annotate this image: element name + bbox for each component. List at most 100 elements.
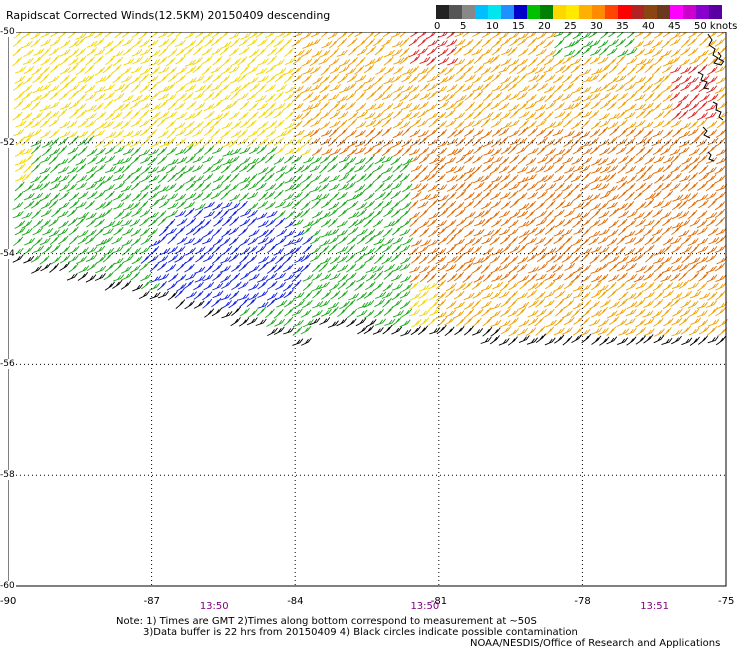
wind-barb (661, 307, 671, 318)
wind-barb (230, 130, 242, 138)
wind-barb (185, 273, 197, 281)
wind-barb (409, 111, 420, 120)
wind-barb (140, 48, 151, 56)
wind-barb (688, 163, 699, 173)
wind-barb (274, 272, 286, 281)
wind-barb (356, 274, 367, 283)
wind-barb (120, 280, 132, 290)
wind-barb (284, 122, 296, 130)
wind-barb (462, 83, 474, 92)
wind-barb (140, 136, 151, 146)
wind-barb (687, 182, 698, 192)
wind-barb (68, 63, 79, 74)
wind-barb (417, 298, 428, 308)
wind-barb (139, 127, 151, 137)
wind-barb (581, 333, 592, 344)
wind-barb (275, 200, 287, 209)
wind-barb (535, 38, 547, 48)
wind-barb (85, 212, 97, 220)
wind-barb (158, 273, 170, 281)
wind-barb (670, 32, 682, 40)
wind-barb (570, 58, 582, 66)
wind-barb (599, 165, 611, 174)
wind-barb (211, 307, 223, 317)
wind-barb (409, 227, 420, 238)
wind-barb (157, 56, 168, 66)
wind-barb (348, 219, 359, 229)
wind-barb (156, 146, 168, 156)
wind-barb (426, 103, 438, 112)
wind-barb (491, 38, 502, 48)
wind-barb (219, 265, 231, 273)
wind-barb (616, 119, 628, 128)
wind-barb (653, 120, 665, 129)
wind-barb (670, 83, 681, 92)
wind-barb (49, 63, 60, 73)
wind-barb (372, 129, 383, 139)
wind-barb (517, 32, 529, 40)
wind-barb (339, 146, 350, 155)
wind-barb (58, 235, 69, 245)
wind-barb (615, 246, 626, 256)
wind-barb (662, 237, 674, 246)
wind-barb (635, 182, 646, 192)
wind-barb (327, 302, 339, 310)
wind-barb (518, 220, 530, 228)
wind-barb (32, 74, 43, 84)
wind-barb (671, 329, 683, 337)
wind-barb (373, 270, 384, 281)
wind-barb (607, 136, 618, 146)
wind-barb (472, 32, 481, 38)
wind-barb (579, 328, 591, 337)
wind-barb (283, 239, 295, 247)
wind-barb (564, 41, 576, 49)
wind-barb (78, 211, 89, 220)
wind-barb (113, 202, 125, 210)
wind-barb (257, 220, 269, 228)
wind-barb (158, 111, 170, 120)
wind-barb (140, 254, 151, 264)
wind-barb (356, 202, 368, 211)
wind-barb (463, 181, 473, 192)
wind-barb (618, 210, 629, 219)
wind-barb (509, 154, 520, 164)
wind-barb (147, 156, 158, 166)
colorbar-swatch (540, 5, 553, 19)
wind-barb (671, 264, 683, 272)
wind-barb (12, 210, 24, 219)
wind-barb (489, 310, 501, 319)
wind-barb (30, 129, 42, 138)
wind-barb (373, 75, 384, 85)
wind-barb (202, 291, 213, 301)
map-frame (8, 32, 727, 587)
wind-barb (102, 63, 113, 74)
wind-barb (483, 182, 494, 192)
wind-barb (94, 37, 105, 47)
wind-barb (671, 172, 682, 182)
wind-barb (491, 92, 502, 101)
wind-barb (618, 155, 629, 164)
wind-barb (706, 85, 718, 94)
wind-barb (373, 229, 384, 238)
wind-barb (418, 290, 429, 299)
wind-barb (715, 65, 727, 74)
wind-barb (482, 163, 493, 172)
wind-barb (231, 281, 242, 291)
wind-barb (689, 290, 702, 299)
wind-barb (246, 255, 257, 264)
wind-barb (301, 181, 312, 192)
wind-barb (67, 146, 79, 155)
wind-barb (176, 156, 188, 165)
wind-barb (507, 82, 519, 92)
wind-barb (437, 140, 449, 148)
wind-barb (39, 166, 51, 175)
wind-barb (606, 281, 617, 292)
wind-barb (221, 57, 232, 67)
wind-barb (418, 155, 430, 164)
wind-barb (554, 209, 565, 218)
wind-barb (267, 280, 278, 290)
wind-barb (392, 173, 403, 183)
wind-barb (149, 239, 161, 247)
longitude-label: -84 (287, 596, 304, 607)
wind-barb (500, 76, 512, 85)
